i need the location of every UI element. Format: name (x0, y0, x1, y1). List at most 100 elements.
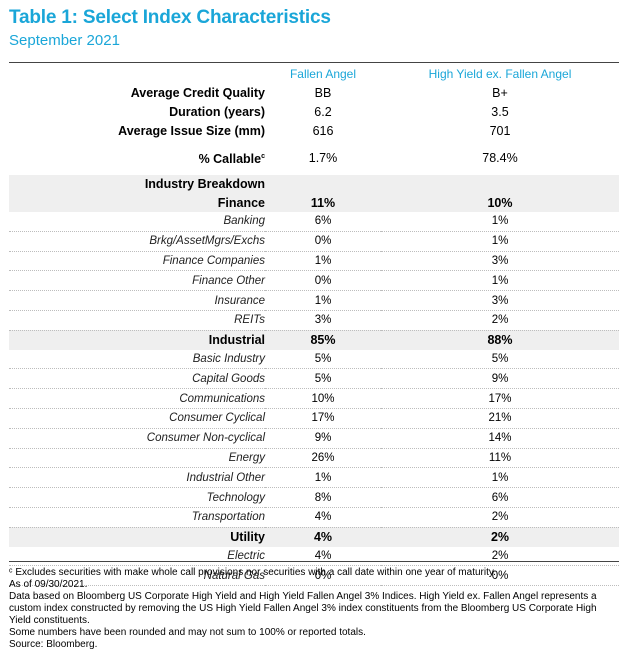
row-label: Insurance (9, 290, 265, 311)
fallen-angel-value: 6.2 (314, 105, 332, 120)
footnote-data-source: Data based on Bloomberg US Corporate Hig… (9, 591, 597, 626)
high-yield-value: 11% (381, 448, 619, 469)
sub-row: Brkg/AssetMgrs/Exchs 0% 1% (9, 231, 619, 252)
high-yield-value: 6% (381, 487, 619, 508)
high-yield-value: 5% (381, 349, 619, 370)
fallen-angel-value: 17% (265, 408, 381, 429)
sub-row: Consumer Cyclical 17% 21% (9, 408, 619, 429)
high-yield-value (381, 175, 619, 194)
fallen-angel-value: 8% (265, 487, 381, 508)
fallen-angel-value (265, 175, 381, 194)
row-label: Average Credit Quality (130, 86, 265, 101)
spacer-row (9, 140, 619, 148)
sub-row: Technology 8% 6% (9, 487, 619, 508)
callable-row: % Callablec 1.7% 78.4% (9, 148, 619, 167)
high-yield-value: 701 (489, 123, 511, 138)
high-yield-value: B+ (492, 86, 508, 101)
high-yield-value: 10% (381, 193, 619, 212)
row-label: Finance (9, 193, 265, 212)
fallen-angel-value: 4% (265, 546, 381, 567)
fallen-angel-value: 1% (265, 467, 381, 489)
row-label: Capital Goods (9, 368, 265, 390)
fallen-angel-value: 26% (265, 448, 381, 469)
fallen-angel-value: 616 (312, 123, 334, 138)
footnote-callable: ᶜ Excludes securities with make whole ca… (9, 567, 496, 578)
high-yield-value: 1% (381, 231, 619, 252)
section-row: Industrial 85% 88% (9, 330, 619, 350)
row-label: Banking (9, 211, 265, 232)
row-label: Technology (9, 487, 265, 508)
row-label: Energy (9, 448, 265, 469)
row-label: Duration (years) (169, 105, 265, 120)
row-label: Consumer Non-cyclical (9, 428, 265, 449)
row-label: REITs (9, 310, 265, 331)
sub-row: Electric 4% 2% (9, 546, 619, 567)
sub-row: Finance Other 0% 1% (9, 270, 619, 292)
high-yield-value: 2% (381, 507, 619, 528)
footnote-rounding: Some numbers have been rounded and may n… (9, 627, 366, 638)
sub-row: Transportation 4% 2% (9, 507, 619, 528)
summary-row: Average Credit Quality BB B+ (9, 84, 619, 103)
high-yield-value: 0% (381, 565, 619, 587)
summary-row: Average Issue Size (mm) 616 701 (9, 122, 619, 141)
sub-row: Finance Companies 1% 3% (9, 251, 619, 272)
fallen-angel-value: 0% (265, 565, 381, 587)
fallen-angel-value: 1% (265, 290, 381, 311)
summary-row: Duration (years) 6.2 3.5 (9, 103, 619, 122)
fallen-angel-value: 0% (265, 231, 381, 252)
sub-row: Banking 6% 1% (9, 211, 619, 232)
fallen-angel-value: 1% (265, 251, 381, 272)
callable-label: % Callable (198, 151, 262, 166)
high-yield-value: 14% (381, 428, 619, 449)
row-label: Natural Gas (9, 565, 265, 587)
row-label: Utility (9, 527, 265, 547)
sub-row: Communications 10% 17% (9, 388, 619, 409)
fallen-angel-value: 5% (265, 349, 381, 370)
fallen-angel-value: 5% (265, 368, 381, 390)
fallen-angel-value: 9% (265, 428, 381, 449)
sub-row: Capital Goods 5% 9% (9, 368, 619, 390)
row-label: Finance Companies (9, 251, 265, 272)
fallen-angel-value: 85% (265, 330, 381, 350)
callable-footnote-marker: c (261, 152, 265, 160)
section-row: Utility 4% 2% (9, 527, 619, 547)
sub-row: Basic Industry 5% 5% (9, 349, 619, 370)
high-yield-value: 17% (381, 388, 619, 409)
fallen-angel-value: 4% (265, 507, 381, 528)
sub-row: Insurance 1% 3% (9, 290, 619, 311)
fallen-angel-value: 1.7% (308, 150, 338, 165)
row-label: Transportation (9, 507, 265, 528)
high-yield-value: 1% (381, 211, 619, 232)
high-yield-value: 21% (381, 408, 619, 429)
row-label: % Callablec (9, 148, 265, 167)
high-yield-value: 3% (381, 290, 619, 311)
industry-breakdown-header: Industry Breakdown (9, 175, 619, 194)
row-label: Communications (9, 388, 265, 409)
spacer-row (9, 167, 619, 175)
high-yield-value: 2% (381, 310, 619, 331)
high-yield-value: 1% (381, 467, 619, 489)
column-header-row: Fallen Angel High Yield ex. Fallen Angel (9, 63, 619, 84)
fallen-angel-value: BB (314, 86, 332, 101)
row-label: Industrial (9, 330, 265, 350)
section-row: Finance 11% 10% (9, 193, 619, 212)
fallen-angel-value: 11% (265, 193, 381, 212)
row-label: Finance Other (9, 270, 265, 292)
sub-row: Natural Gas 0% 0% (9, 565, 619, 587)
column-header-high-yield: High Yield ex. Fallen Angel (428, 66, 572, 81)
footnote-date: As of 09/30/2021. (9, 579, 88, 590)
footnotes: ᶜ Excludes securities with make whole ca… (9, 567, 619, 651)
high-yield-value: 88% (381, 330, 619, 350)
sub-row: Consumer Non-cyclical 9% 14% (9, 428, 619, 449)
row-label: Basic Industry (9, 349, 265, 370)
fallen-angel-value: 4% (265, 527, 381, 547)
table-subtitle: September 2021 (9, 32, 120, 49)
row-label: Brkg/AssetMgrs/Exchs (9, 231, 265, 252)
high-yield-value: 2% (381, 546, 619, 567)
column-header-fallen-angel: Fallen Angel (289, 66, 357, 81)
high-yield-value: 2% (381, 527, 619, 547)
row-label: Industry Breakdown (9, 175, 265, 194)
fallen-angel-value: 6% (265, 211, 381, 232)
bottom-rule (9, 561, 619, 562)
row-label: Average Issue Size (mm) (118, 123, 265, 138)
